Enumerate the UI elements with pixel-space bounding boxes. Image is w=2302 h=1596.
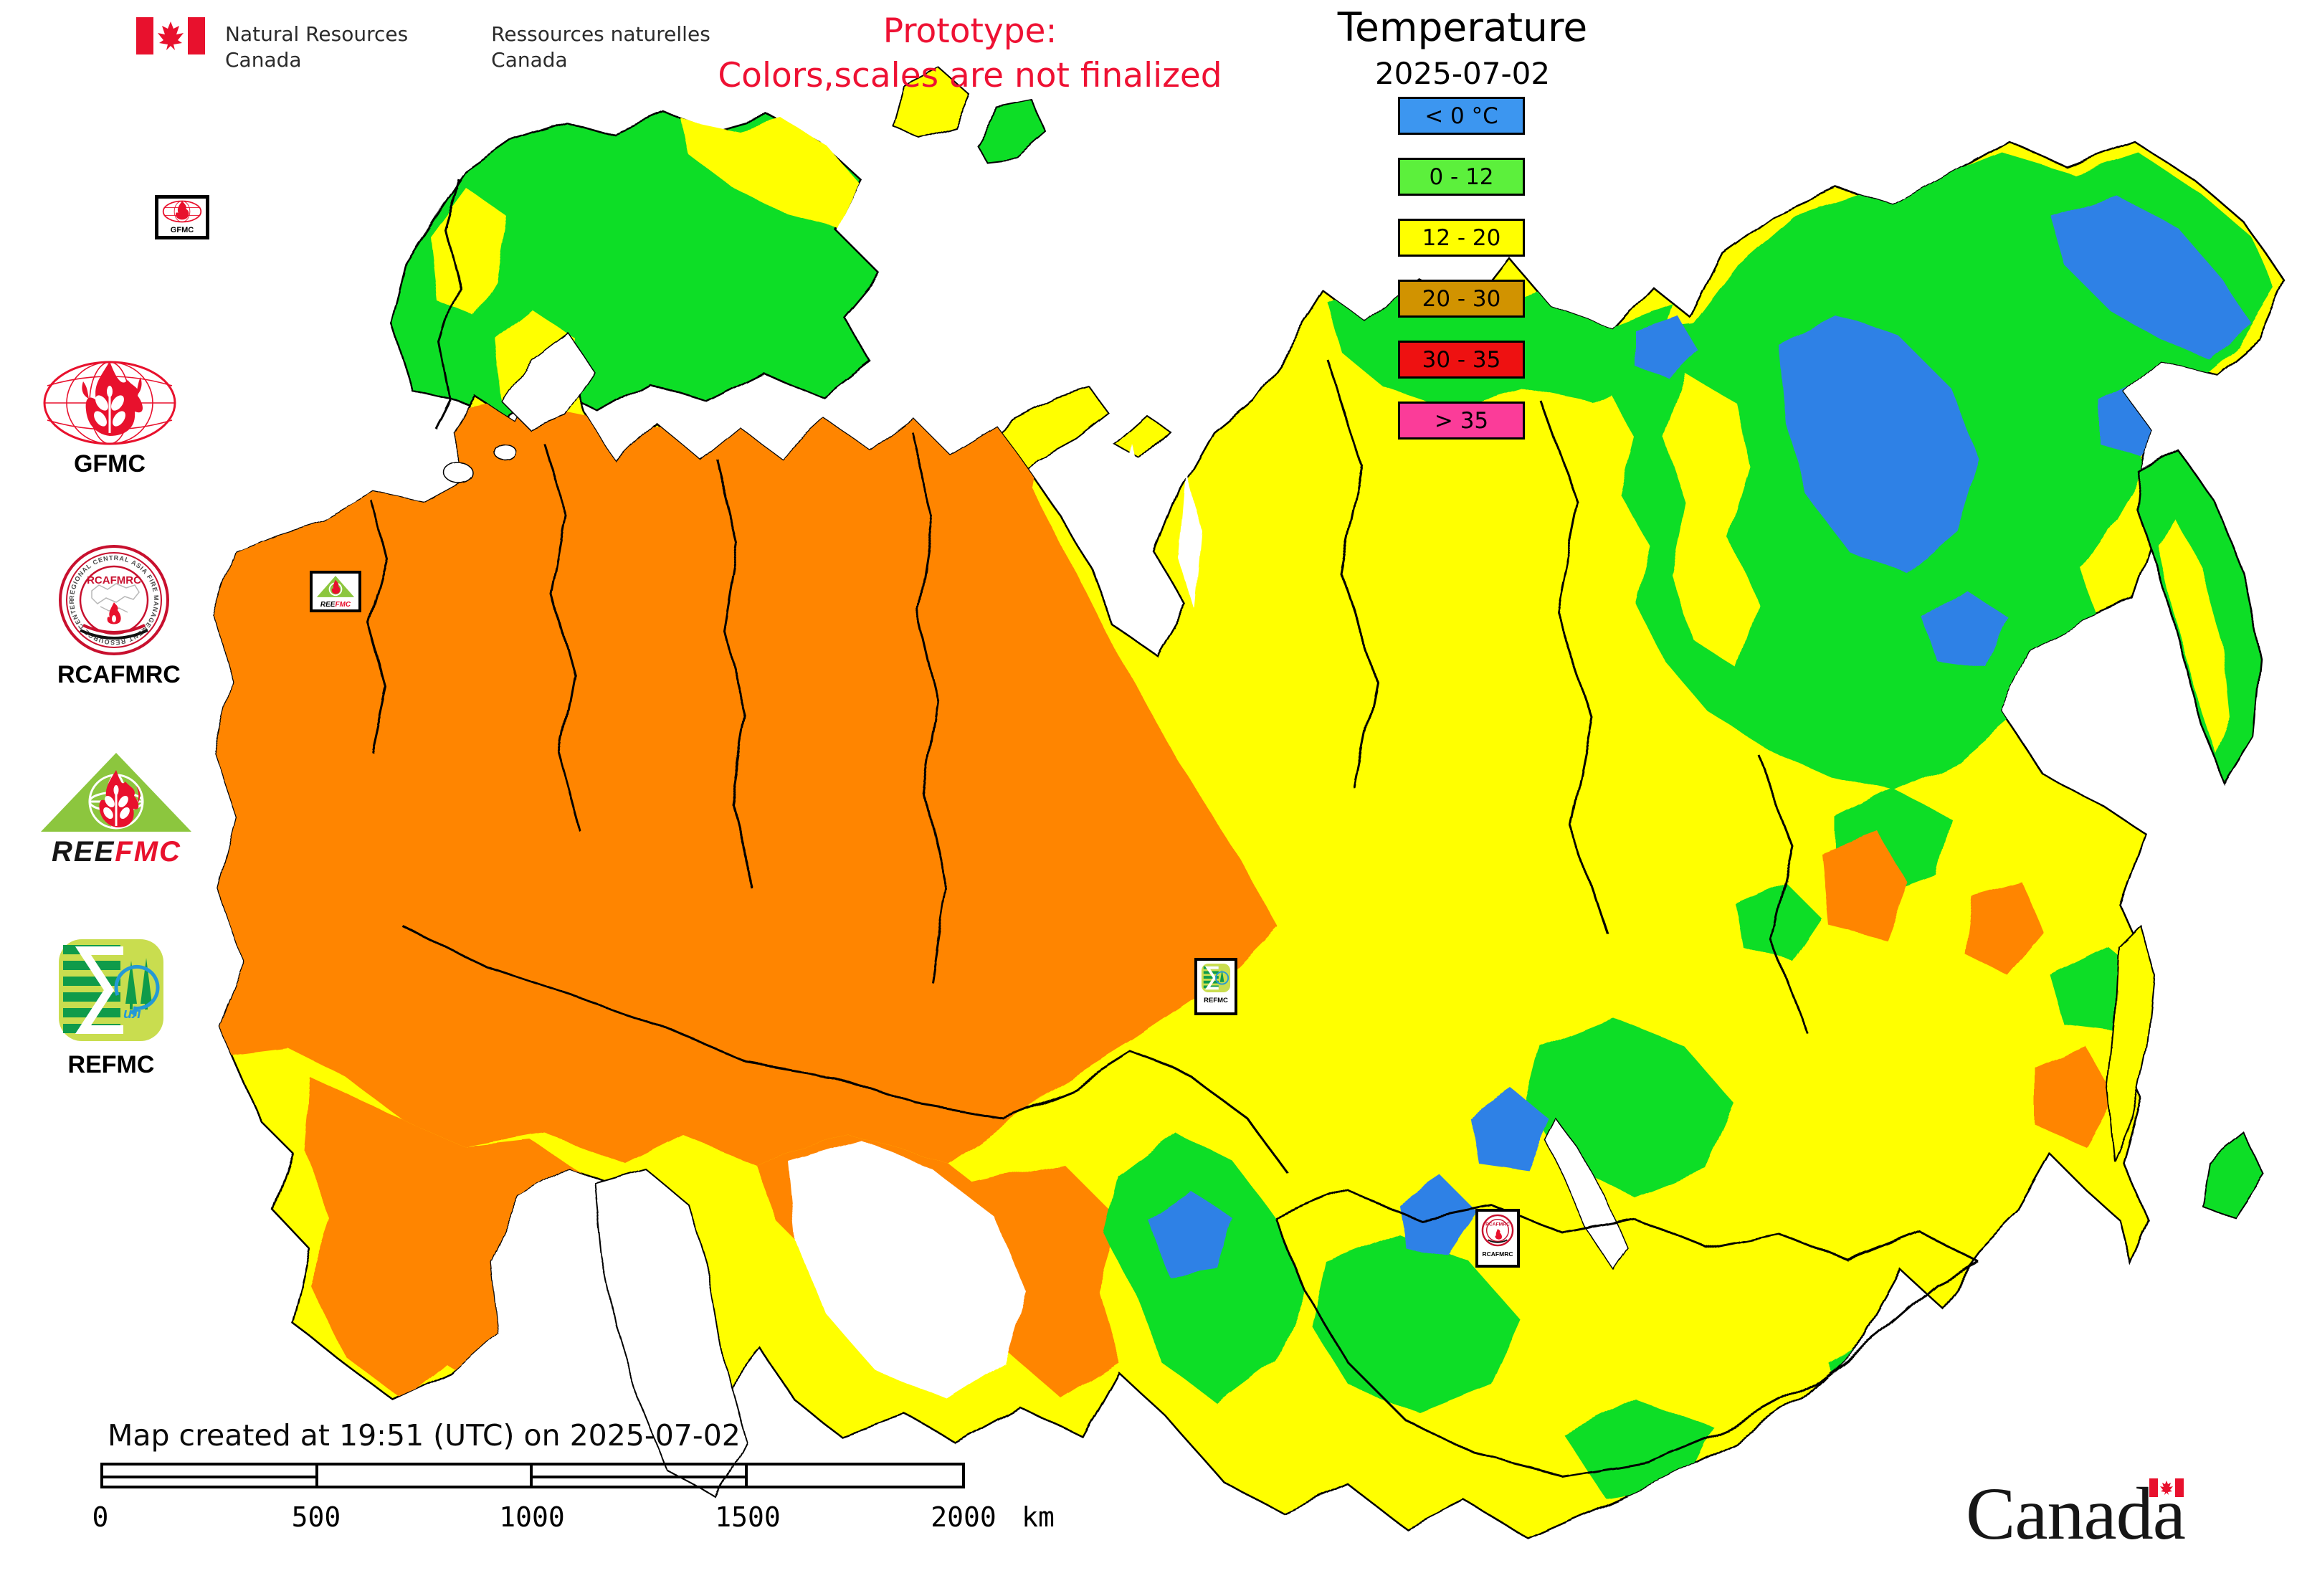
legend-title: Temperature [1337, 4, 1588, 50]
scale-label-2000: 2000 [931, 1501, 997, 1533]
nrcan-en-line1: Natural Resources [225, 22, 409, 46]
map-marker-refmc-label: REFMC [1204, 997, 1228, 1004]
map-marker-reefmc-label: REEFMC [313, 602, 358, 609]
legend-item-label: < 0 °C [1425, 103, 1498, 129]
scale-segment [103, 1466, 318, 1486]
legend-item-12-20: 12 - 20 [1398, 219, 1525, 257]
legend-item-20-30: 20 - 30 [1398, 280, 1525, 318]
scale-unit: km [1022, 1501, 1055, 1533]
refmc-label: REFMC [67, 1051, 155, 1078]
scale-segment [318, 1466, 533, 1486]
desert-no-data [789, 1140, 1025, 1398]
region-orange-west [215, 343, 1278, 1163]
region-blue-verkhoyansk [1778, 315, 1979, 574]
legend-item-above-35: > 35 [1398, 402, 1525, 440]
nrcan-text-en: Natural Resources Canada [225, 17, 408, 74]
nrcan-en-line2: Canada [225, 48, 302, 72]
lake-ladoga [444, 462, 474, 484]
caspian-sea [594, 1167, 747, 1500]
region-blue-sayan [1470, 1090, 1549, 1169]
reefmc-text-black: REE [52, 836, 115, 868]
region-kamchatka-yellow [2158, 516, 2230, 753]
reefmc-marker-text-red: FMC [335, 601, 351, 609]
wordmark-flag-icon [2149, 1478, 2184, 1497]
scale-segment [748, 1466, 963, 1486]
scale-segment [533, 1466, 748, 1486]
region-green-patch-3 [1735, 882, 1821, 961]
rcafmrc-logo-icon: REGIONAL CENTRAL ASIA FIRE MANAGEMENT RE… [59, 545, 169, 655]
island-vaygach [1113, 414, 1170, 460]
legend-item-label: 30 - 35 [1422, 346, 1501, 373]
region-blue-kolyma [1921, 588, 2007, 667]
scale-label-500: 500 [291, 1501, 341, 1533]
region-blue-taymyr [1635, 315, 1699, 380]
ob-gulf [1118, 445, 1148, 624]
refmc-logo-text: ил [123, 1006, 141, 1022]
lake-baikal [1544, 1117, 1628, 1270]
legend-item-label: > 35 [1434, 407, 1489, 434]
region-lena-valley [1665, 374, 1758, 668]
region-orange-amur [2036, 1047, 2115, 1147]
legend-item-below-0: < 0 °C [1398, 97, 1525, 135]
map-marker-gfmc-label: GFMC [170, 226, 194, 234]
legend-item-0-12: 0 - 12 [1398, 158, 1525, 196]
prototype-warning-line2: Colors,scales are not finalized [718, 56, 1222, 95]
white-sea [501, 330, 596, 431]
reefmc-marker-icon [316, 576, 355, 597]
canada-flag-icon [136, 17, 205, 54]
nrcan-fr-line1: Ressources naturelles [491, 22, 710, 46]
region-blue-altai [1147, 1190, 1233, 1276]
gfmc-logo-icon [43, 361, 176, 445]
region-green-sayan [1312, 1233, 1520, 1412]
refmc-marker-icon [1201, 963, 1231, 993]
legend-item-30-35: 30 - 35 [1398, 341, 1525, 379]
prototype-warning-line1: Prototype: [883, 11, 1057, 51]
lake-onega [492, 442, 515, 459]
rcafmrc-seal-acronym: RCAFMRC [87, 574, 141, 586]
map-created-text: Map created at 19:51 (UTC) on 2025-07-02 [108, 1418, 741, 1453]
scale-label-1000: 1000 [499, 1501, 565, 1533]
refmc-logo-icon: ил [59, 939, 163, 1041]
island-hokkaido [2199, 1131, 2267, 1220]
region-orange-east-2 [1964, 882, 2043, 975]
map-marker-reefmc: REEFMC [310, 571, 361, 612]
reefmc-text-red: FMC [115, 836, 181, 868]
gfmc-label: GFMC [73, 450, 146, 478]
legend-date: 2025-07-02 [1374, 56, 1551, 91]
island-arctic-2 [974, 99, 1048, 163]
reefmc-marker-text-black: REE [320, 601, 336, 609]
region-orange-east-1 [1821, 832, 1907, 939]
legend-item-label: 12 - 20 [1422, 224, 1501, 251]
region-kola-yellow [681, 118, 859, 228]
legend-item-label: 0 - 12 [1429, 163, 1494, 190]
scale-bar [100, 1463, 965, 1488]
region-blue-chukotka [2050, 194, 2251, 358]
nrcan-text-fr: Ressources naturelles Canada [491, 17, 710, 74]
nrcan-signature: Natural Resources Canada Ressources natu… [136, 17, 710, 74]
gfmc-marker-icon [162, 200, 202, 223]
canada-wordmark: Canada [1966, 1473, 2186, 1555]
island-sakhalin [2106, 923, 2156, 1162]
map-marker-refmc: REFMC [1194, 958, 1237, 1015]
scale-label-0: 0 [92, 1501, 109, 1533]
rcafmrc-label: RCAFMRC [57, 661, 181, 688]
admin-boundaries [368, 179, 1979, 1478]
map-marker-gfmc: GFMC [155, 195, 209, 239]
map-marker-rcafmrc: RCAFMRC RCAFMRC [1475, 1209, 1520, 1268]
nrcan-fr-line2: Canada [491, 48, 568, 72]
legend-item-label: 20 - 30 [1422, 285, 1501, 312]
rcafmrc-marker-icon: RCAFMRC [1481, 1214, 1514, 1247]
reefmc-logo-icon [41, 753, 191, 832]
taz-gulf [1179, 473, 1202, 609]
region-scandinavia-yellow [430, 188, 505, 315]
map-marker-rcafmrc-label: RCAFMRC [1482, 1250, 1513, 1258]
island-arctic-1 [891, 67, 969, 138]
reefmc-logo-text: REEFMC [39, 836, 194, 868]
rcafmrc-marker-acronym: RCAFMRC [1485, 1222, 1510, 1227]
scale-label-1500: 1500 [715, 1501, 781, 1533]
